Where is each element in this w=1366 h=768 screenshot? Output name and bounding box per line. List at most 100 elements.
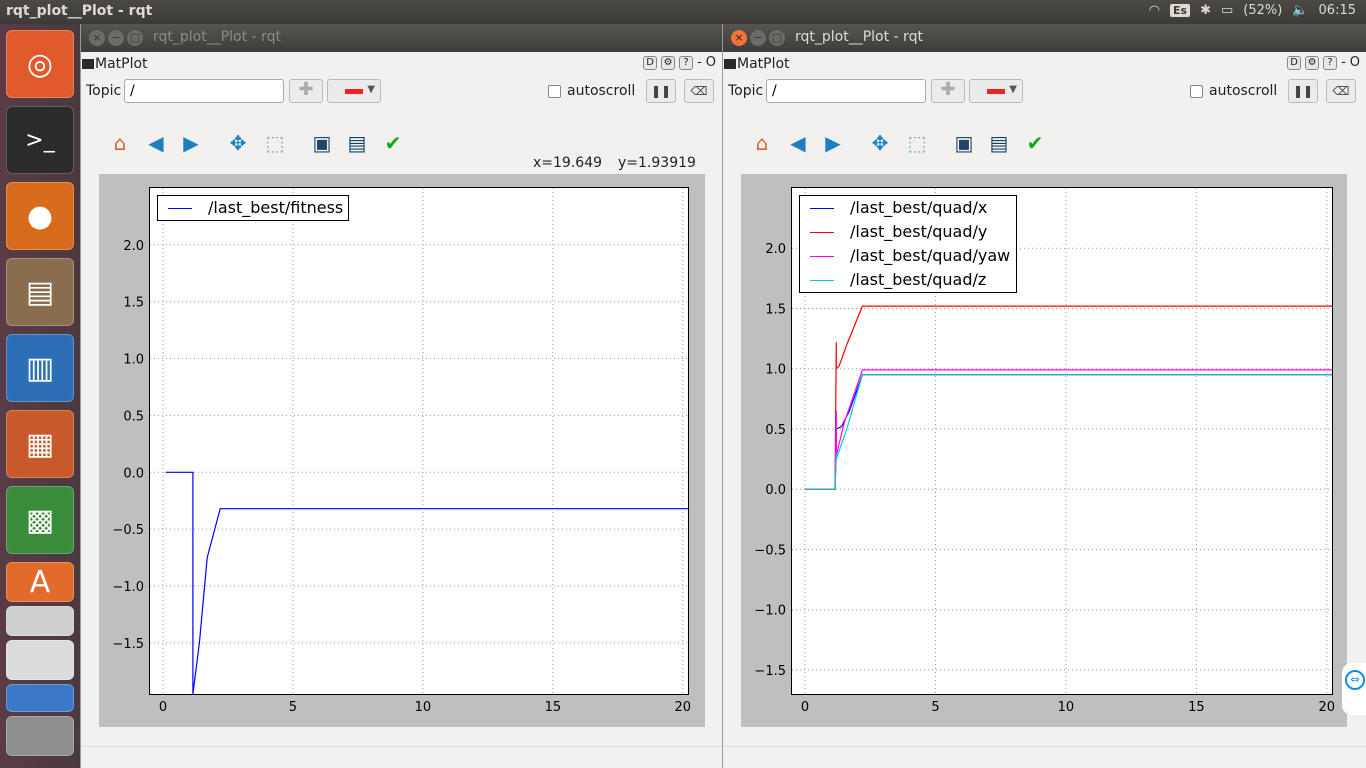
maximize-button[interactable]: □ xyxy=(127,30,143,46)
plot-axes[interactable]: /last_best/quad/x/last_best/quad/y/last_… xyxy=(791,187,1333,695)
zoom-icon[interactable]: ⬚ xyxy=(265,131,285,155)
calc-icon[interactable]: ▩ xyxy=(6,486,74,554)
home-icon[interactable]: ⌂ xyxy=(113,131,127,155)
stacked-apps-icon-2[interactable] xyxy=(6,684,74,712)
subplots-icon[interactable]: ▣ xyxy=(312,131,332,155)
edit-axis-icon[interactable]: ✔ xyxy=(384,131,402,155)
help-icon[interactable]: ? xyxy=(679,55,694,70)
plot-axes[interactable]: /last_best/fitness xyxy=(149,187,689,695)
legend-swatch xyxy=(810,256,834,257)
battery-percent[interactable]: (52%) xyxy=(1243,3,1283,18)
add-topic-button[interactable]: ✚ xyxy=(931,79,965,103)
maximize-button[interactable]: □ xyxy=(769,30,785,46)
legend-item: /last_best/quad/y xyxy=(800,220,1016,244)
close-plugin-button[interactable]: O xyxy=(705,55,716,70)
back-icon[interactable]: ◀ xyxy=(148,131,164,155)
top-panel: rqt_plot__Plot - rqt ◠ Es ✱ ▭ (52%) 🔈 06… xyxy=(0,0,1366,24)
legend-item: /last_best/quad/yaw xyxy=(800,244,1016,268)
files-icon[interactable]: ▤ xyxy=(6,258,74,326)
series-line xyxy=(805,305,1332,490)
stacked-apps-icon[interactable] xyxy=(6,640,74,680)
topic-input[interactable] xyxy=(766,79,926,103)
writer-icon[interactable]: ▥ xyxy=(6,334,74,402)
autoscroll-checkbox[interactable] xyxy=(1190,84,1203,98)
legend-swatch xyxy=(810,232,834,233)
settings-gear-icon[interactable]: ⚙ xyxy=(1305,55,1320,70)
autoscroll-toggle[interactable]: autoscroll xyxy=(1190,83,1277,99)
pause-button[interactable]: ❚❚ xyxy=(1288,79,1318,103)
teamviewer-tab[interactable]: ⇔ xyxy=(1342,663,1366,715)
x-tick-label: 15 xyxy=(545,700,562,715)
figure-canvas[interactable]: /last_best/fitness 0 5 10 15 20 2.0 1.5 1.0 0.5 0… xyxy=(99,174,705,727)
ubuntu-dash-icon[interactable]: ◎ xyxy=(6,30,74,98)
keyboard-layout-indicator[interactable]: Es xyxy=(1170,4,1191,17)
forward-icon[interactable]: ▶ xyxy=(183,131,199,155)
help-icon[interactable]: ? xyxy=(1323,55,1338,70)
minimize-plugin-button[interactable]: - xyxy=(1341,55,1346,70)
terminal-icon[interactable]: >_ xyxy=(6,106,74,174)
settings-gear-icon[interactable]: ⚙ xyxy=(661,55,676,70)
minimize-button[interactable]: − xyxy=(108,30,124,46)
window-title: rqt_plot__Plot - rqt xyxy=(153,29,281,45)
clear-button[interactable]: ⌫ xyxy=(1326,79,1356,103)
y-tick-label: 1.0 xyxy=(123,353,144,368)
subplots-icon[interactable]: ▣ xyxy=(954,131,974,155)
wifi-icon[interactable]: ◠ xyxy=(1148,3,1161,18)
window-titlebar[interactable]: × − □ rqt_plot__Plot - rqt xyxy=(723,24,1366,52)
dock-button[interactable]: D xyxy=(1287,55,1302,70)
volume-icon[interactable]: 🔈 xyxy=(1292,3,1309,18)
x-tick-label: 20 xyxy=(1319,700,1336,715)
status-bar xyxy=(81,746,722,768)
plot-svg xyxy=(150,188,688,695)
save-icon[interactable]: ▤ xyxy=(347,131,367,155)
minimize-button[interactable]: − xyxy=(750,30,766,46)
impress-icon[interactable]: ▦ xyxy=(6,410,74,478)
pan-icon[interactable]: ✥ xyxy=(229,131,247,155)
zoom-icon[interactable]: ⬚ xyxy=(907,131,927,155)
matplot-icon xyxy=(82,59,94,69)
close-plugin-button[interactable]: O xyxy=(1349,55,1360,70)
pan-icon[interactable]: ✥ xyxy=(871,131,889,155)
y-tick-label: 1.5 xyxy=(123,296,144,311)
autoscroll-toggle[interactable]: autoscroll xyxy=(548,83,635,99)
x-tick-label: 10 xyxy=(415,700,432,715)
amazon-icon[interactable] xyxy=(6,606,74,636)
bluetooth-icon[interactable]: ✱ xyxy=(1200,3,1211,18)
y-tick-label: 1.0 xyxy=(765,363,786,378)
figure-canvas[interactable]: /last_best/quad/x/last_best/quad/y/last_… xyxy=(741,174,1347,727)
topic-label: Topic xyxy=(86,83,122,99)
back-icon[interactable]: ◀ xyxy=(790,131,806,155)
matplot-icon xyxy=(724,59,736,69)
x-tick-label: 5 xyxy=(289,700,297,715)
save-icon[interactable]: ▤ xyxy=(989,131,1009,155)
y-tick-label: 2.0 xyxy=(123,239,144,254)
forward-icon[interactable]: ▶ xyxy=(825,131,841,155)
firefox-icon[interactable]: ● xyxy=(6,182,74,250)
close-button[interactable]: × xyxy=(89,30,105,46)
clock[interactable]: 06:15 xyxy=(1318,3,1356,18)
plugin-header: MatPlot D ⚙ ? - O xyxy=(723,52,1366,76)
y-tick-label: −0.5 xyxy=(112,523,144,538)
clear-button[interactable]: ⌫ xyxy=(684,79,714,103)
rqt-plot-window-left: × − □ rqt_plot__Plot - rqt MatPlot D ⚙ ?… xyxy=(80,24,722,768)
series-line xyxy=(165,471,688,695)
pause-button[interactable]: ❚❚ xyxy=(646,79,676,103)
remove-topic-dropdown[interactable]: ▼ xyxy=(969,79,1023,103)
edit-axis-icon[interactable]: ✔ xyxy=(1026,131,1044,155)
trash-icon[interactable] xyxy=(6,716,74,756)
home-icon[interactable]: ⌂ xyxy=(755,131,769,155)
series-line xyxy=(805,369,1332,490)
dock-button[interactable]: D xyxy=(643,55,658,70)
software-center-icon[interactable]: A xyxy=(6,562,74,602)
y-tick-label: −0.5 xyxy=(754,543,786,558)
battery-icon[interactable]: ▭ xyxy=(1221,3,1234,18)
topic-input[interactable] xyxy=(124,79,284,103)
minimize-plugin-button[interactable]: - xyxy=(697,55,702,70)
remove-topic-dropdown[interactable]: ▼ xyxy=(327,79,381,103)
autoscroll-label: autoscroll xyxy=(567,83,636,99)
add-topic-button[interactable]: ✚ xyxy=(289,79,323,103)
autoscroll-checkbox[interactable] xyxy=(548,84,561,98)
close-button[interactable]: × xyxy=(731,30,747,46)
window-titlebar[interactable]: × − □ rqt_plot__Plot - rqt xyxy=(81,24,722,52)
x-tick-label: 0 xyxy=(159,700,167,715)
